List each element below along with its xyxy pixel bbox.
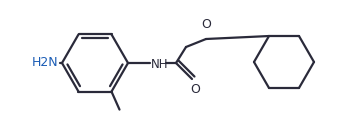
Text: O: O (201, 18, 211, 31)
Text: O: O (190, 83, 200, 96)
Text: H2N: H2N (31, 56, 58, 70)
Text: NH: NH (151, 58, 169, 70)
